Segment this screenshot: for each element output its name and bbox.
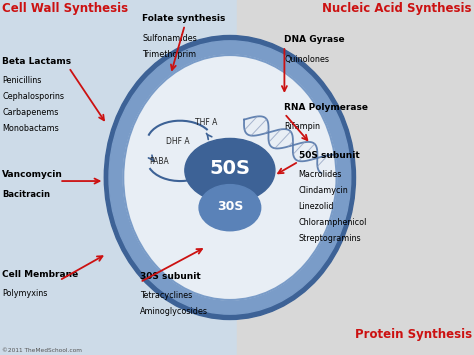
Text: Linezolid: Linezolid xyxy=(299,202,334,211)
Text: Cell Wall Synthesis: Cell Wall Synthesis xyxy=(2,2,128,15)
Text: DHF A: DHF A xyxy=(166,137,190,147)
Text: Sulfonamides: Sulfonamides xyxy=(142,34,197,43)
Text: Tetracyclines: Tetracyclines xyxy=(140,291,192,300)
Text: Nucleic Acid Synthesis: Nucleic Acid Synthesis xyxy=(322,2,472,15)
Bar xyxy=(237,0,474,355)
Text: Cell Membrane: Cell Membrane xyxy=(2,270,79,279)
Text: THF A: THF A xyxy=(195,118,218,127)
Text: Rifampin: Rifampin xyxy=(284,122,320,131)
Ellipse shape xyxy=(123,55,337,300)
Text: 50S: 50S xyxy=(210,159,250,178)
Text: ©2011 TheMedSchool.com: ©2011 TheMedSchool.com xyxy=(2,348,82,353)
Text: Folate synthesis: Folate synthesis xyxy=(142,14,226,23)
Ellipse shape xyxy=(109,41,351,314)
Text: Aminoglycosides: Aminoglycosides xyxy=(140,307,208,316)
Text: Clindamycin: Clindamycin xyxy=(299,186,348,195)
Text: RNA Polymerase: RNA Polymerase xyxy=(284,103,368,112)
Text: Penicillins: Penicillins xyxy=(2,76,42,85)
Text: 30S: 30S xyxy=(217,200,243,213)
Text: DNA Gyrase: DNA Gyrase xyxy=(284,36,345,44)
Text: 30S subunit: 30S subunit xyxy=(140,272,201,280)
Text: PABA: PABA xyxy=(149,157,169,166)
Bar xyxy=(0,0,237,355)
Text: Bacitracin: Bacitracin xyxy=(2,190,50,199)
Text: Chloramphenicol: Chloramphenicol xyxy=(299,218,367,227)
Ellipse shape xyxy=(185,138,275,202)
Text: Cephalosporins: Cephalosporins xyxy=(2,92,64,101)
Text: Macrolides: Macrolides xyxy=(299,170,342,179)
Text: Carbapenems: Carbapenems xyxy=(2,108,59,117)
Ellipse shape xyxy=(199,185,261,231)
Text: Monobactams: Monobactams xyxy=(2,124,59,133)
Text: Beta Lactams: Beta Lactams xyxy=(2,57,72,66)
Text: 50S subunit: 50S subunit xyxy=(299,151,359,160)
Text: Streptogramins: Streptogramins xyxy=(299,234,361,243)
Text: Vancomycin: Vancomycin xyxy=(2,170,63,179)
Text: Trimethoprim: Trimethoprim xyxy=(142,50,196,59)
Text: Quinolones: Quinolones xyxy=(284,55,329,64)
Ellipse shape xyxy=(104,36,356,320)
Text: Polymyxins: Polymyxins xyxy=(2,289,48,298)
Text: Protein Synthesis: Protein Synthesis xyxy=(355,328,472,341)
